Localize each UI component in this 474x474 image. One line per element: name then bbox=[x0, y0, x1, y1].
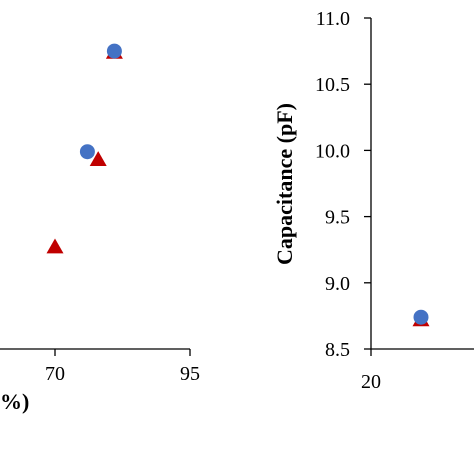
right-y-tick-label: 8.5 bbox=[325, 339, 350, 361]
right-y-axis-label: Capacitance (pF) bbox=[272, 103, 297, 265]
right-y-tick-label: 9.0 bbox=[325, 273, 350, 295]
left-scatter-chart: 70 95 %) bbox=[0, 44, 200, 414]
right-y-tick-label: 9.5 bbox=[325, 207, 350, 229]
left-triangle-point bbox=[47, 239, 64, 254]
left-x-tick-label: 95 bbox=[180, 363, 200, 385]
right-y-tick-label: 11.0 bbox=[316, 8, 350, 30]
right-x-tick-label: 20 bbox=[361, 371, 381, 393]
left-circle-point bbox=[107, 44, 122, 59]
right-y-tick-label: 10.5 bbox=[315, 74, 350, 96]
right-circle-point bbox=[414, 310, 429, 325]
left-x-tick-label: 70 bbox=[45, 363, 65, 385]
left-x-axis-label: %) bbox=[0, 389, 29, 414]
left-circle-point bbox=[80, 144, 95, 159]
right-scatter-chart: 8.5 9.0 9.5 10.0 10.5 11.0 20 Capacitance (pF… bbox=[272, 8, 474, 393]
right-y-tick-label: 10.0 bbox=[315, 140, 350, 162]
